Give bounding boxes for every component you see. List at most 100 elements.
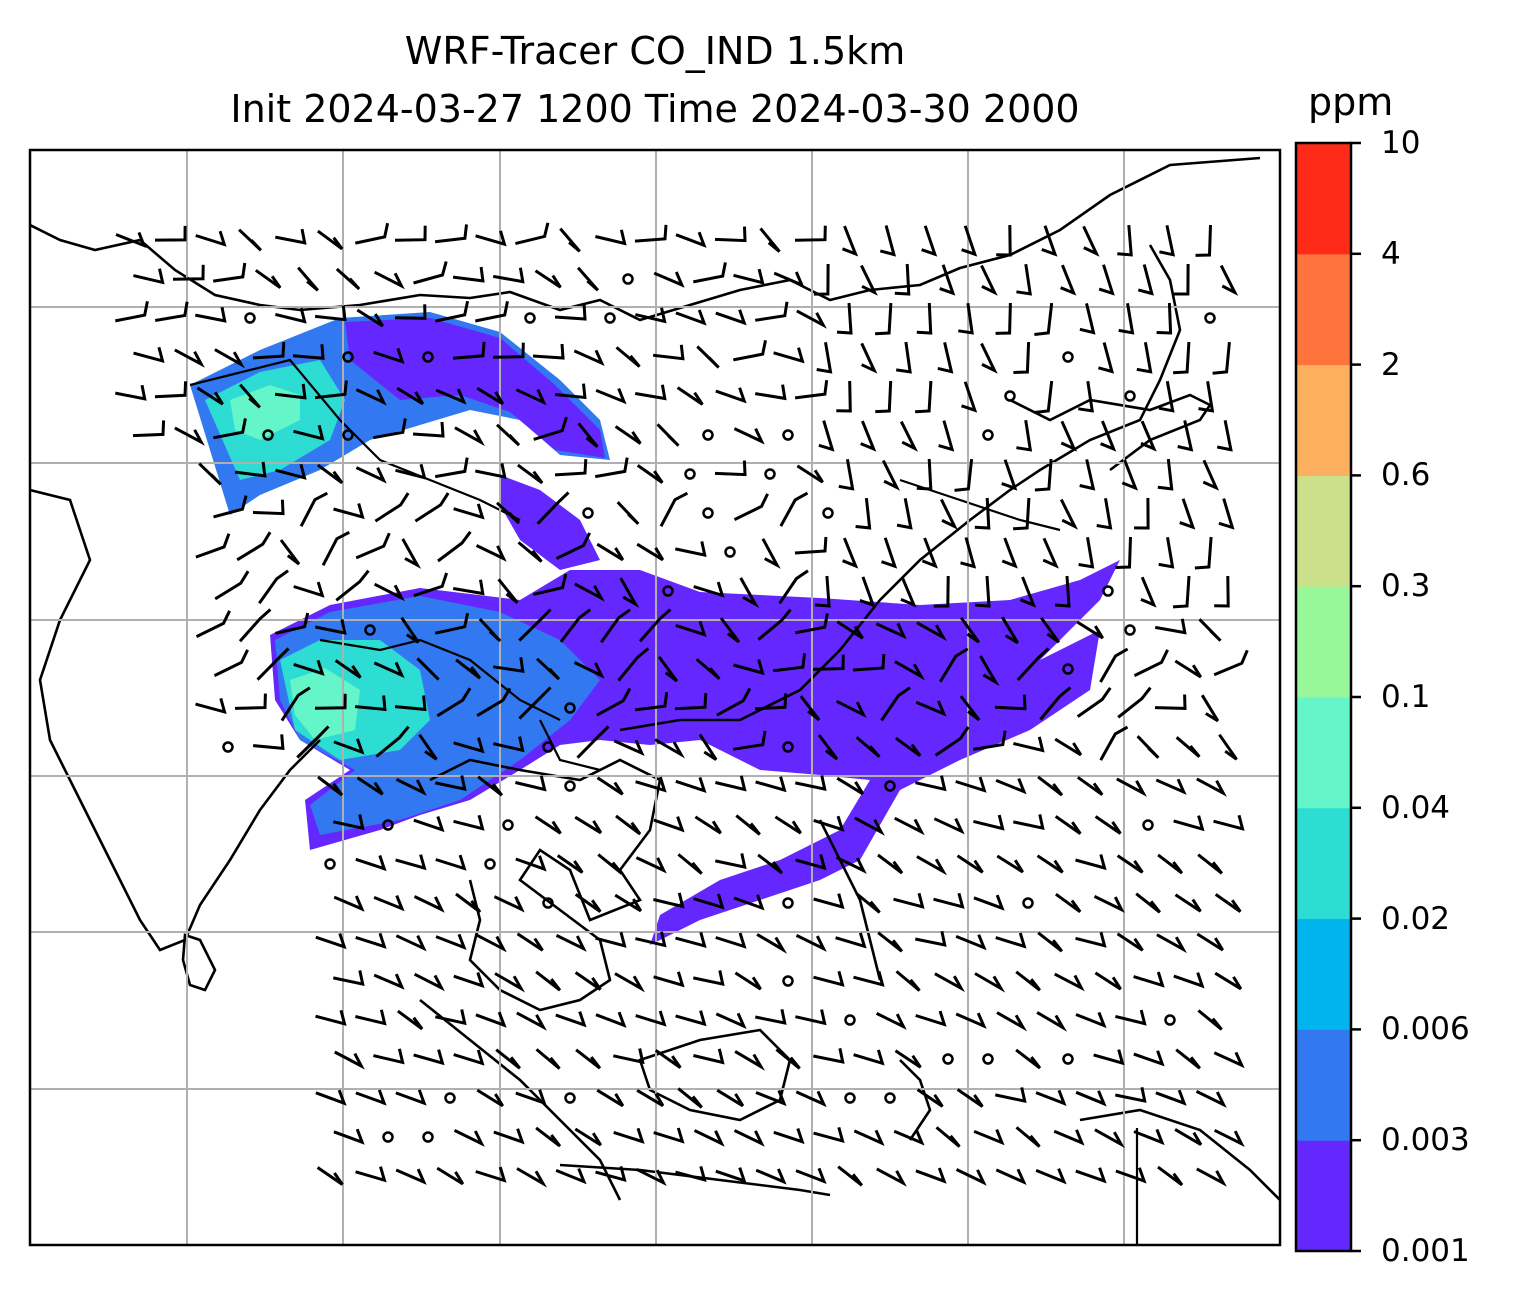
wind-barb (652, 344, 685, 361)
wind-barb (875, 380, 893, 414)
wind-barb (516, 932, 544, 952)
wind-barb (615, 814, 642, 836)
wind-barb (315, 933, 347, 950)
wind-barb (916, 855, 948, 876)
wind-barb (396, 386, 425, 406)
colorbar-tick-label: 0.1 (1381, 679, 1431, 715)
wind-barb (814, 575, 831, 608)
wind-barb (355, 388, 387, 406)
wind-barb (315, 618, 347, 635)
wind-barb (796, 464, 824, 484)
wind-barb (1158, 380, 1175, 413)
wind-barb (1212, 341, 1231, 375)
wind-barb (455, 658, 482, 680)
wind-barb (1134, 497, 1150, 530)
wind-barb (1075, 854, 1107, 871)
wind-barb (961, 381, 978, 413)
wind-barb (614, 893, 643, 913)
wind-barb (754, 301, 789, 322)
wind-barb (555, 532, 591, 560)
wind-barb (1158, 536, 1175, 569)
wind-barb (794, 536, 828, 555)
calm-wind-marker (782, 897, 794, 909)
wind-barb (733, 894, 765, 911)
wind-barb (1015, 1048, 1042, 1070)
wind-barb (435, 933, 467, 951)
wind-barb (653, 892, 685, 909)
wind-barb (1055, 892, 1082, 914)
wind-barb (1194, 536, 1213, 570)
calm-wind-marker (382, 819, 394, 831)
colorbar-segment (1296, 918, 1351, 1030)
wind-barb (1060, 420, 1078, 452)
wind-barb (296, 725, 330, 759)
wind-barb (574, 815, 603, 835)
wind-barb (875, 302, 893, 336)
wind-barb (1157, 853, 1184, 875)
wind-barb (813, 815, 845, 832)
wind-barb (734, 1050, 766, 1071)
wind-barb (1117, 686, 1152, 719)
wind-barb (755, 1089, 787, 1107)
wind-barb (293, 659, 325, 676)
wind-barb (375, 725, 410, 758)
wind-barb (996, 1011, 1028, 1032)
wind-barb (492, 267, 525, 284)
wind-barb (234, 693, 267, 710)
wind-barb (1016, 647, 1050, 682)
wind-barb (595, 931, 627, 948)
wind-barb (1019, 576, 1037, 608)
wind-barb (1159, 224, 1176, 257)
wind-barb (517, 463, 544, 485)
wind-barb (453, 1129, 485, 1147)
calm-wind-marker (542, 897, 554, 909)
wind-barb (1174, 659, 1202, 679)
calm-wind-marker (582, 507, 594, 519)
wind-barb (1196, 1167, 1227, 1187)
wind-barb (674, 541, 707, 558)
wind-barb (921, 537, 939, 569)
calm-wind-marker (782, 741, 794, 753)
wind-barb (636, 542, 665, 562)
wind-barb (934, 726, 970, 757)
wind-barb (453, 503, 485, 520)
wind-barb (195, 533, 231, 559)
wind-barb (434, 1009, 467, 1026)
wind-barb (452, 579, 485, 596)
wind-barb (895, 736, 922, 758)
wind-barb (980, 264, 998, 296)
coast-sulawesi (899, 1059, 932, 1141)
wind-barb (692, 970, 725, 987)
colorbar-segment (1296, 586, 1351, 698)
wind-barb (434, 224, 468, 244)
wind-barb (516, 1011, 547, 1031)
wind-barb (955, 1168, 987, 1186)
wind-barb (413, 816, 445, 833)
wind-barb (412, 421, 445, 438)
wind-barb (254, 269, 282, 289)
wind-barb (835, 856, 867, 874)
wind-barb (732, 730, 767, 751)
wind-barb (854, 816, 885, 836)
wind-barb (395, 1168, 427, 1185)
wind-barb (614, 425, 642, 445)
wind-barb (413, 261, 448, 285)
wind-barb (515, 855, 547, 872)
wind-barb (835, 932, 867, 949)
wind-barb (234, 461, 267, 478)
wind-barb (576, 725, 610, 759)
wind-barb (475, 1011, 507, 1028)
wind-barb (915, 1010, 947, 1027)
wind-barb (1218, 733, 1238, 761)
wind-barb (595, 1166, 627, 1183)
calm-wind-marker (1062, 351, 1074, 363)
wind-barb (921, 225, 938, 257)
wind-barb (1053, 1129, 1085, 1146)
wind-barb (1041, 225, 1058, 257)
wind-barb (1140, 420, 1157, 452)
wind-barb (475, 462, 507, 479)
wind-barb (497, 578, 519, 604)
wind-barb (635, 856, 667, 874)
wind-barb (1037, 931, 1063, 953)
wind-barb (493, 895, 525, 913)
